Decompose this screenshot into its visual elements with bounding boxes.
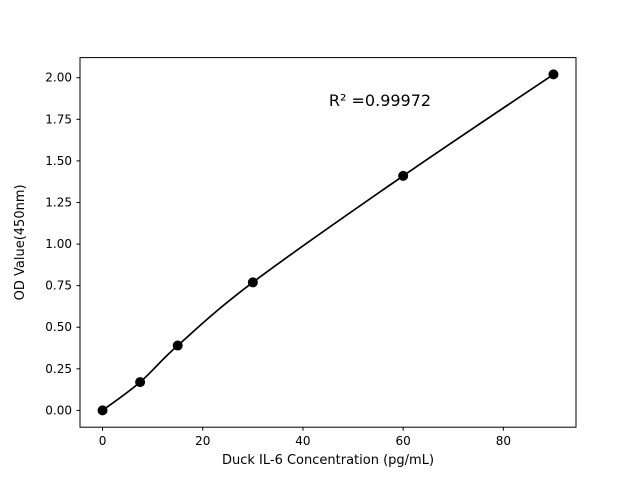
y-tick-label: 0.50: [45, 320, 72, 334]
x-axis-label: Duck IL-6 Concentration (pg/mL): [222, 453, 434, 468]
r-squared-annotation: R² =0.99972: [329, 91, 431, 110]
y-tick-label: 0.25: [45, 362, 72, 376]
y-axis-label: OD Value(450nm): [13, 184, 28, 300]
y-tick-label: 1.50: [45, 154, 72, 168]
data-point-marker: [135, 377, 146, 388]
x-tick-label: 60: [396, 434, 411, 448]
data-point-marker: [247, 277, 258, 288]
x-tick-label: 80: [496, 434, 511, 448]
plot-area: 0 20 40 60 80 0.00 0.25 0.50 0.75 1.00 1.25 1.50 1.7…: [45, 57, 577, 448]
y-tick-label: 1.25: [45, 195, 72, 209]
x-tick-label: 20: [195, 434, 210, 448]
axes-spines: [79, 57, 577, 428]
fit-curve: [102, 73, 554, 412]
y-tick-label: 2.00: [45, 71, 72, 85]
y-tick-label: 0.00: [45, 403, 72, 417]
data-point-marker: [97, 405, 108, 416]
x-tick-label: 0: [99, 434, 107, 448]
y-tick-label: 1.00: [45, 237, 72, 251]
data-point-marker: [398, 170, 409, 181]
data-point-marker: [172, 340, 183, 351]
y-tick-label: 0.75: [45, 279, 72, 293]
y-tick-label: 1.75: [45, 112, 72, 126]
x-tick-label: 40: [295, 434, 310, 448]
data-point-marker: [548, 69, 559, 80]
